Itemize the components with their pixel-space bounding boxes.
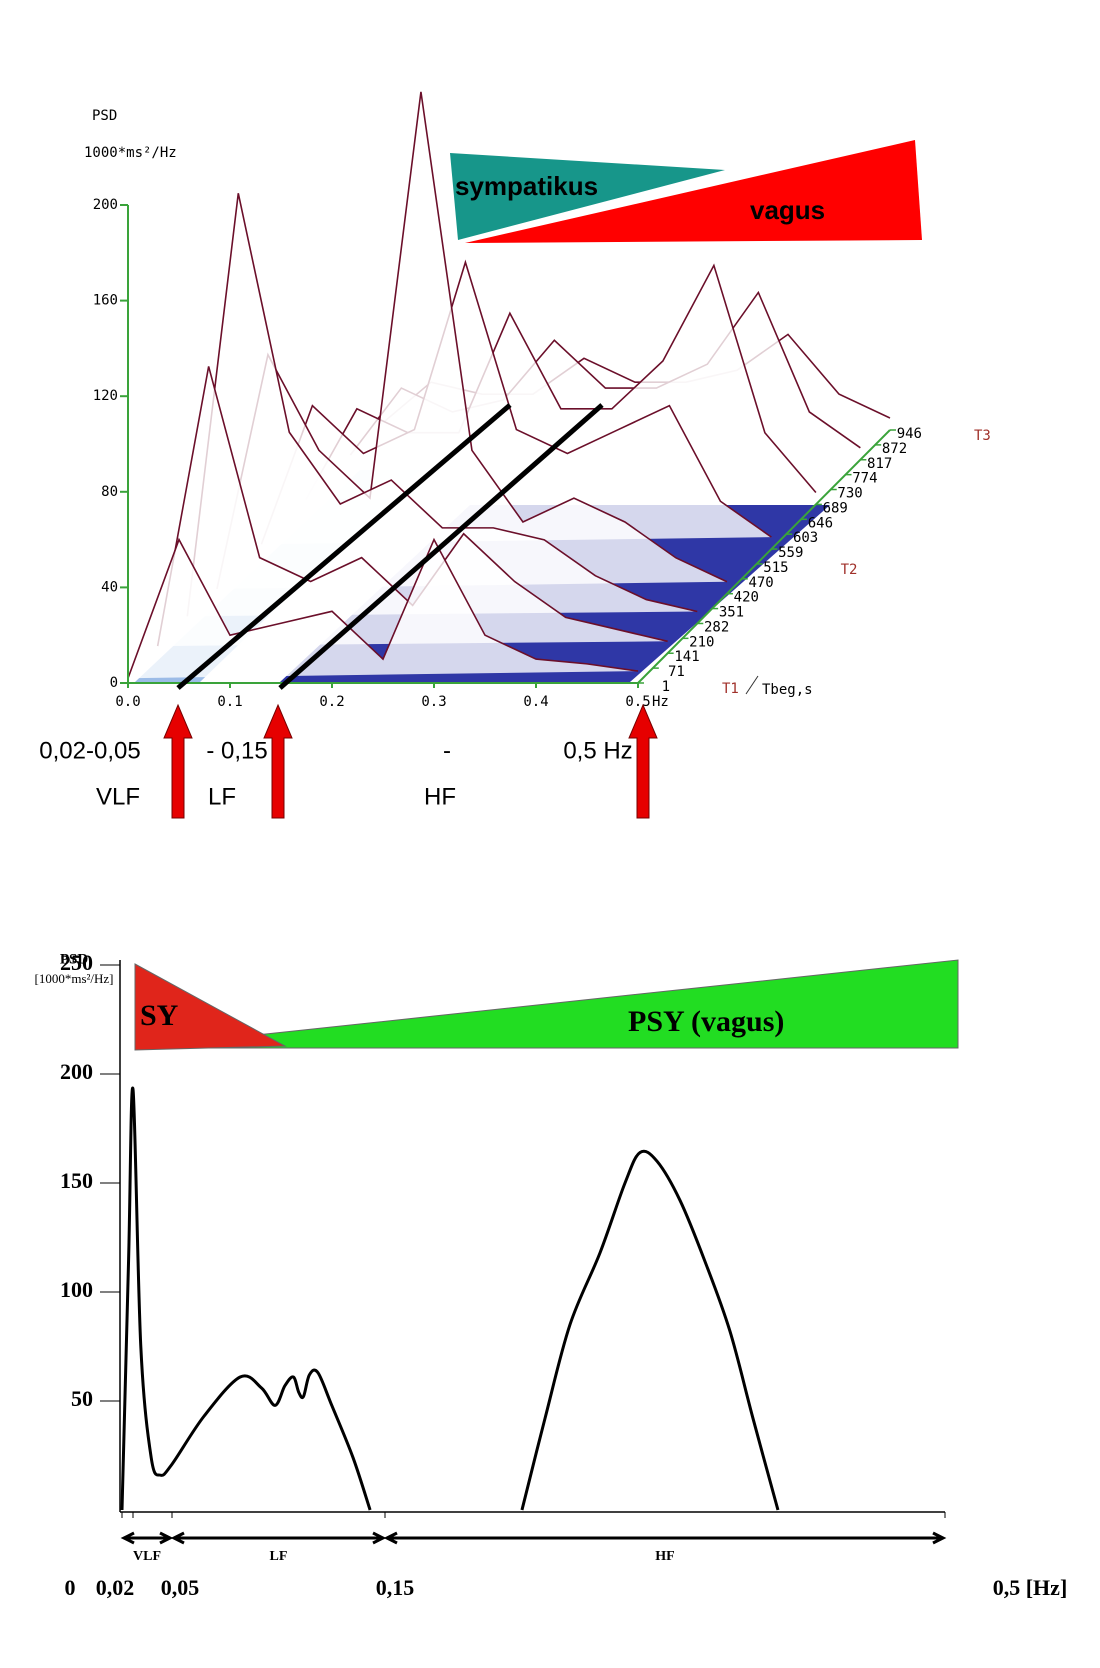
spectrum-slice — [127, 537, 639, 679]
band-range: 0,02-0,05 — [39, 737, 140, 764]
z-tick-label: 515 — [763, 560, 788, 576]
y-tick-label: 50 — [71, 1386, 93, 1411]
y-tick-label: 80 — [101, 484, 118, 500]
z-tick-label: 946 — [897, 426, 922, 442]
z-tick-label: 351 — [719, 605, 744, 621]
band-arrow — [383, 1531, 947, 1545]
y-label: PSD — [60, 951, 89, 967]
y-tick-label: 160 — [93, 293, 118, 309]
time-mark: T1 — [722, 681, 739, 697]
z-tick-label: 730 — [837, 486, 862, 502]
y-label: PSD — [92, 108, 117, 124]
z-tick-label: 689 — [823, 500, 848, 516]
band-arrow — [120, 1531, 174, 1545]
annotation: SY — [140, 999, 179, 1032]
x-tick-label: 0,02 — [96, 1575, 135, 1600]
z-tick-label: 1 — [662, 679, 670, 695]
y-tick-label: 200 — [60, 1059, 93, 1084]
y-unit: 1000*ms²/Hz — [84, 145, 177, 161]
sympathetic-wedge — [134, 963, 287, 1051]
z-tick-label: 872 — [882, 441, 907, 457]
x-unit: Hz — [652, 694, 669, 710]
x-tick-label: 0,15 — [376, 1575, 415, 1600]
time-mark: T2 — [841, 562, 858, 578]
x-tick-label: 0.2 — [319, 694, 344, 710]
z-tick-label: 817 — [867, 456, 892, 472]
x-tick-label: 0,05 — [161, 1575, 200, 1600]
z-tick-label: 210 — [689, 634, 714, 650]
sympathetic-wedge — [450, 153, 725, 240]
y-tick-label: 100 — [60, 1277, 93, 1302]
band-arrow — [263, 703, 293, 819]
annotation: vagus — [750, 195, 825, 225]
z-tick-label: 420 — [734, 590, 759, 606]
z-arrow — [745, 675, 759, 695]
x-tick-label: 0.5 — [625, 694, 650, 710]
z-tick-label: 470 — [748, 575, 773, 591]
y-tick-label: 200 — [93, 197, 118, 213]
band-arrow — [170, 1531, 387, 1545]
x-tick-label: 0.1 — [217, 694, 242, 710]
z-tick-label: 774 — [852, 471, 877, 487]
band-name: HF — [655, 1549, 674, 1564]
x-tick-label: 0.3 — [421, 694, 446, 710]
y-tick-label: 150 — [60, 1168, 93, 1193]
band-range: - — [443, 737, 451, 764]
z-tick-label: 141 — [674, 649, 699, 665]
time-mark: T3 — [974, 428, 991, 444]
spectrum-slice — [186, 193, 698, 617]
x-tick-label: 0,5 [Hz] — [993, 1575, 1068, 1600]
y-unit: [1000*ms²/Hz] — [35, 971, 114, 986]
vagal-wedge — [134, 959, 959, 1049]
band-range: 0,5 Hz — [563, 737, 632, 764]
z-label: Tbeg,s — [762, 682, 813, 698]
x-tick-label: 0.4 — [523, 694, 548, 710]
psd-curve — [120, 1086, 780, 1511]
z-tick-label: 282 — [704, 619, 729, 635]
band-arrow — [628, 703, 658, 819]
x-tick-label: 0 — [65, 1575, 76, 1600]
annotation: sympatikus — [455, 171, 598, 201]
z-axis — [637, 429, 891, 684]
z-tick-label: 603 — [793, 530, 818, 546]
band-name: LF — [208, 783, 236, 810]
y-tick-label: 250 — [60, 950, 93, 975]
band-name: HF — [424, 783, 456, 810]
band-name: VLF — [133, 1549, 161, 1564]
y-tick-label: 120 — [93, 388, 118, 404]
band-line — [176, 403, 512, 690]
annotation: PSY (vagus) — [628, 1005, 784, 1038]
band-arrow — [163, 703, 193, 819]
band-name: LF — [270, 1549, 288, 1564]
z-tick-label: 71 — [668, 664, 685, 680]
y-tick-label: 40 — [101, 579, 118, 595]
z-tick-label: 559 — [778, 545, 803, 561]
z-tick-label: 646 — [808, 515, 833, 531]
y-tick-label: 0 — [110, 675, 118, 691]
x-tick-label: 0.0 — [115, 694, 140, 710]
vagal-wedge — [465, 140, 922, 243]
band-range: - 0,15 — [206, 737, 267, 764]
band-name: VLF — [96, 783, 140, 810]
band-line — [278, 403, 604, 690]
